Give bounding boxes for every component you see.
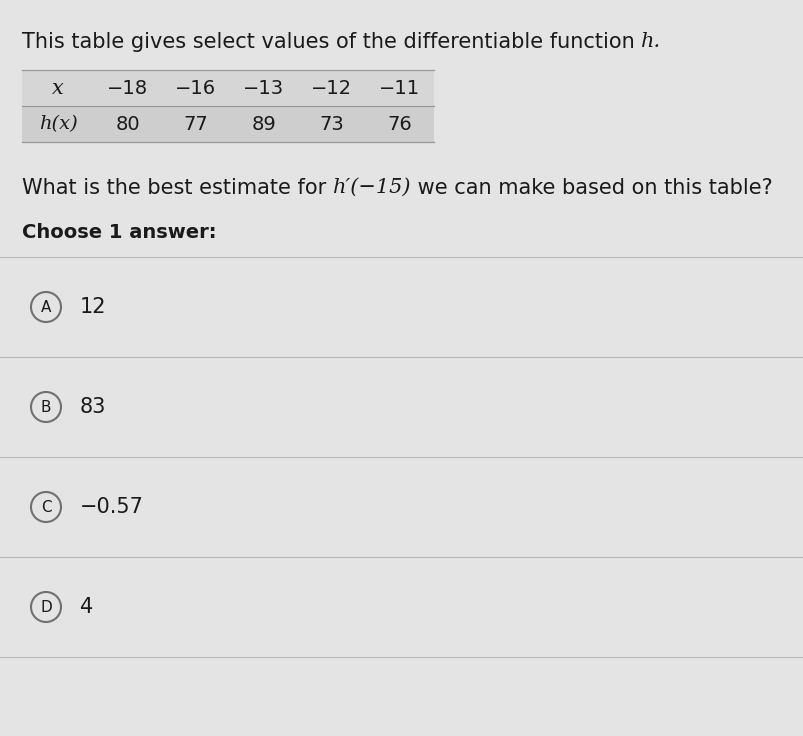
Text: B: B xyxy=(41,400,51,414)
Bar xyxy=(22,106,434,142)
Text: x: x xyxy=(52,79,63,97)
Text: What is the best estimate for: What is the best estimate for xyxy=(22,178,332,198)
Text: −16: −16 xyxy=(175,79,216,97)
Text: h.: h. xyxy=(641,32,661,51)
Text: 77: 77 xyxy=(183,115,208,133)
Text: −0.57: −0.57 xyxy=(80,497,144,517)
Text: A: A xyxy=(41,300,51,314)
Text: h(x): h(x) xyxy=(39,115,77,133)
Text: −13: −13 xyxy=(243,79,284,97)
Text: −11: −11 xyxy=(379,79,420,97)
Text: 89: 89 xyxy=(251,115,276,133)
Text: 73: 73 xyxy=(320,115,344,133)
Text: −12: −12 xyxy=(311,79,353,97)
Text: 76: 76 xyxy=(387,115,412,133)
Text: 83: 83 xyxy=(80,397,106,417)
Text: This table gives select values of the differentiable function: This table gives select values of the di… xyxy=(22,32,641,52)
Text: 80: 80 xyxy=(116,115,141,133)
Text: Choose 1 answer:: Choose 1 answer: xyxy=(22,223,216,242)
Text: 4: 4 xyxy=(80,597,93,617)
Text: D: D xyxy=(40,600,52,615)
Text: we can make based on this table?: we can make based on this table? xyxy=(411,178,772,198)
Text: C: C xyxy=(41,500,51,514)
Text: h′(−15): h′(−15) xyxy=(332,178,411,197)
Text: 12: 12 xyxy=(80,297,106,317)
Bar xyxy=(22,70,434,106)
Text: −18: −18 xyxy=(108,79,149,97)
